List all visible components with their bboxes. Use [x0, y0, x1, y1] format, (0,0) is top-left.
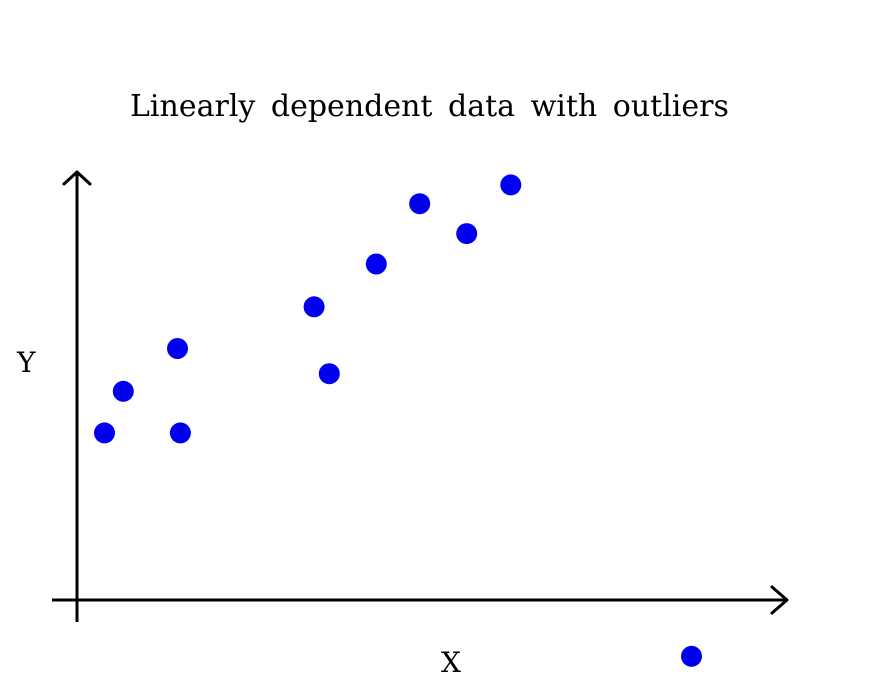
- data-point: [169, 422, 191, 444]
- data-point: [681, 645, 702, 667]
- data-point: [167, 338, 188, 359]
- chart-title: Linearly dependent data with outliers: [130, 89, 729, 124]
- y-axis-arrow: [62, 170, 92, 186]
- x-axis-label: X: [441, 646, 461, 679]
- data-point: [318, 363, 340, 385]
- data-point: [365, 253, 387, 275]
- x-axis-arrow: [770, 585, 789, 615]
- data-point: [500, 174, 522, 196]
- data-point: [94, 422, 115, 444]
- data-point: [409, 193, 431, 215]
- data-point: [456, 223, 478, 245]
- y-axis-label: Y: [16, 346, 36, 379]
- data-point: [303, 296, 325, 318]
- data-points: [94, 174, 702, 667]
- data-point: [112, 380, 134, 402]
